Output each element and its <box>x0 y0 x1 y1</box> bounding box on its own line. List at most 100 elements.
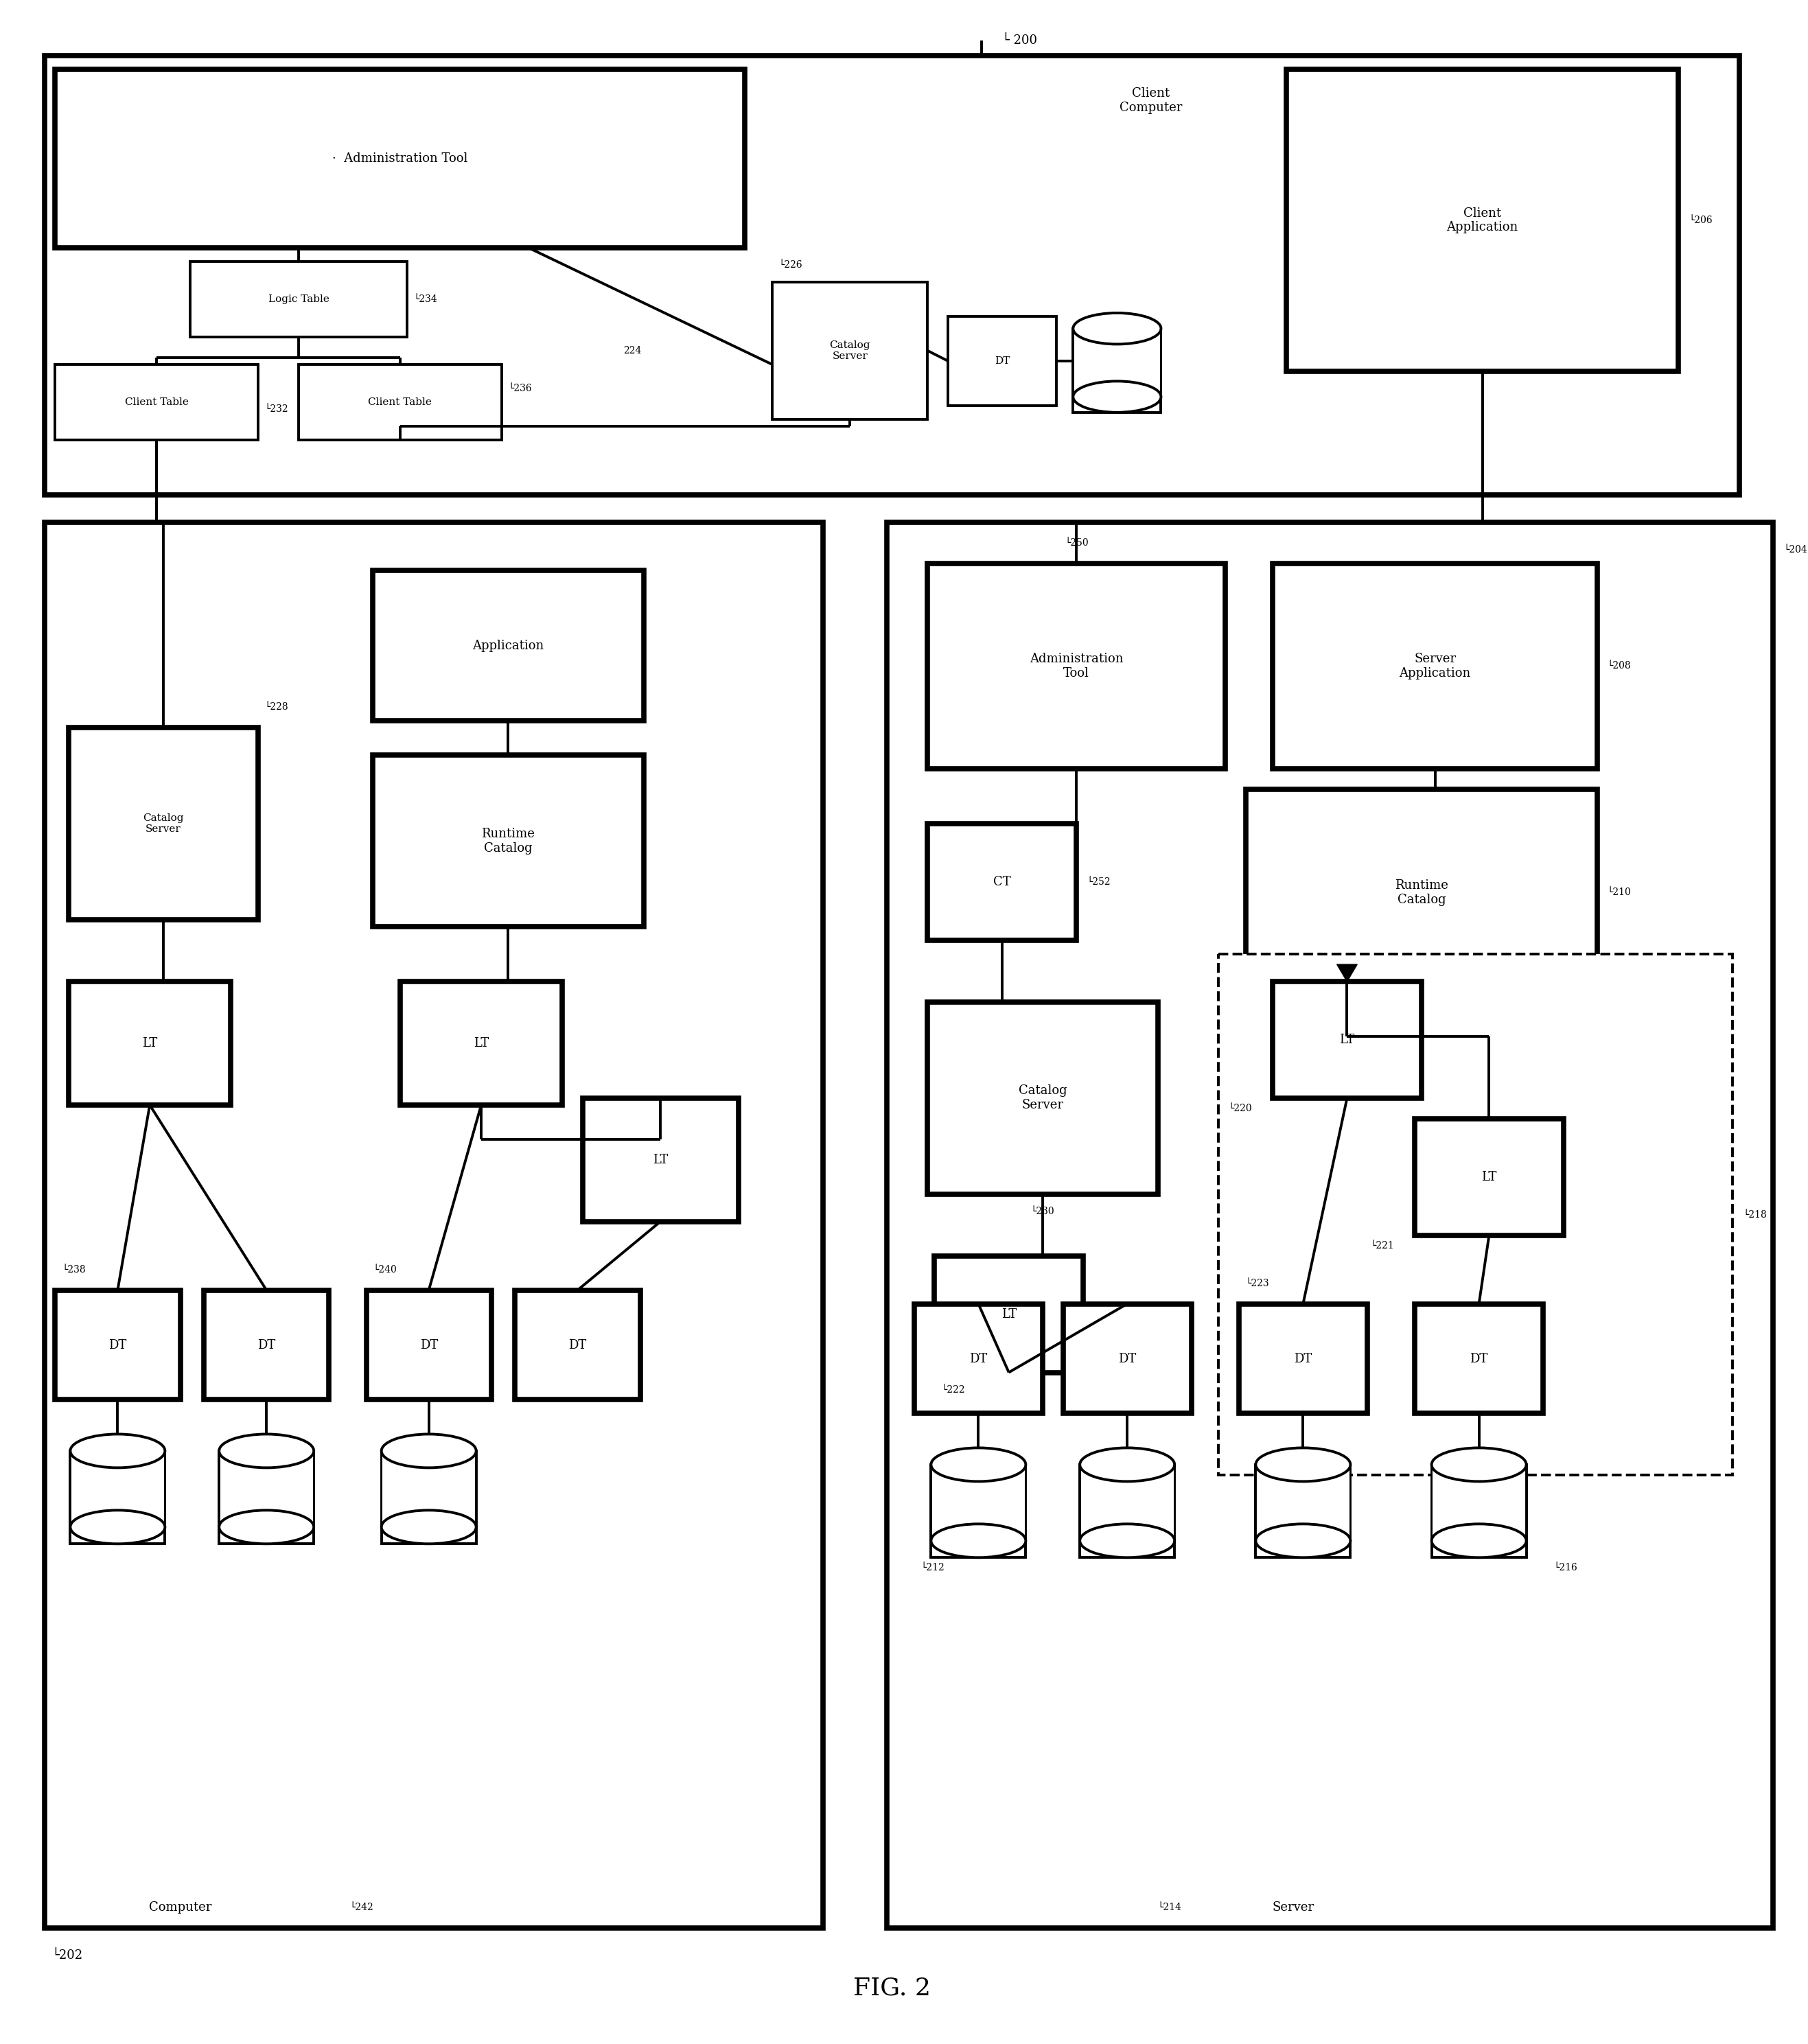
Bar <box>54 69 745 247</box>
Text: DT: DT <box>1470 1353 1488 1365</box>
Ellipse shape <box>71 1435 165 1468</box>
Text: ·  Administration Tool: · Administration Tool <box>333 153 468 166</box>
Text: └ 200: └ 200 <box>1002 35 1038 47</box>
Bar <box>54 1290 181 1400</box>
Bar <box>219 1451 315 1543</box>
Bar <box>1074 329 1161 370</box>
Text: Client Table: Client Table <box>125 397 188 407</box>
Bar <box>947 317 1056 405</box>
Ellipse shape <box>1257 1447 1351 1482</box>
Text: Application: Application <box>472 640 544 652</box>
Bar <box>367 1290 492 1400</box>
Text: Catalog
Server: Catalog Server <box>1018 1085 1067 1112</box>
Text: Server
Application: Server Application <box>1399 652 1470 679</box>
Bar <box>221 1451 313 1527</box>
Bar <box>1257 1466 1349 1541</box>
Bar <box>1257 1466 1349 1511</box>
Ellipse shape <box>1432 1447 1526 1482</box>
Text: Catalog
Server: Catalog Server <box>830 339 870 362</box>
Text: └210: └210 <box>1607 887 1631 897</box>
Text: DT: DT <box>1117 1353 1135 1365</box>
Ellipse shape <box>1079 1525 1175 1558</box>
Ellipse shape <box>71 1511 165 1543</box>
Text: Client
Computer: Client Computer <box>1119 88 1182 114</box>
Ellipse shape <box>381 1435 476 1468</box>
Text: LT: LT <box>474 1036 488 1049</box>
Text: └216: └216 <box>1553 1564 1577 1572</box>
Bar <box>381 1451 476 1527</box>
Bar <box>1219 955 1732 1476</box>
Text: └242: └242 <box>349 1903 372 1911</box>
Ellipse shape <box>1074 380 1161 413</box>
Text: └222: └222 <box>942 1384 965 1394</box>
Polygon shape <box>1336 965 1358 981</box>
Text: └221: └221 <box>1370 1241 1394 1251</box>
Bar <box>928 824 1076 940</box>
Bar <box>1285 69 1678 372</box>
Ellipse shape <box>1257 1525 1351 1558</box>
Text: Runtime
Catalog: Runtime Catalog <box>1394 879 1448 905</box>
Text: └234: └234 <box>414 294 438 305</box>
Ellipse shape <box>219 1435 315 1468</box>
Bar <box>54 364 259 439</box>
Bar <box>204 1290 329 1400</box>
Text: └218: └218 <box>1743 1210 1766 1220</box>
Bar <box>400 981 562 1106</box>
Bar <box>381 1451 476 1498</box>
Ellipse shape <box>931 1525 1025 1558</box>
Bar <box>372 754 644 926</box>
Bar <box>888 521 1774 1927</box>
Text: Administration
Tool: Administration Tool <box>1029 652 1123 679</box>
Bar <box>1432 1466 1526 1511</box>
Text: LT: LT <box>1481 1171 1497 1183</box>
Text: └212: └212 <box>920 1564 946 1572</box>
Bar <box>931 1466 1025 1541</box>
Text: └206: └206 <box>1689 215 1712 225</box>
Bar <box>931 1466 1025 1558</box>
Bar <box>1432 1466 1526 1558</box>
Text: DT: DT <box>994 356 1009 366</box>
Bar <box>298 364 501 439</box>
Bar <box>45 55 1739 495</box>
Text: Logic Table: Logic Table <box>268 294 329 305</box>
Bar <box>515 1290 640 1400</box>
Text: └236: └236 <box>508 384 532 392</box>
Text: └226: └226 <box>779 260 803 270</box>
Bar <box>1074 329 1161 397</box>
Ellipse shape <box>381 1511 476 1543</box>
Text: └228: └228 <box>264 703 289 711</box>
Text: FIG. 2: FIG. 2 <box>853 1977 931 1999</box>
Text: Computer: Computer <box>148 1901 212 1913</box>
Bar <box>71 1451 165 1498</box>
Text: LT: LT <box>143 1036 157 1049</box>
Bar <box>1273 564 1596 769</box>
Text: Server: Server <box>1273 1901 1314 1913</box>
Bar <box>1257 1466 1351 1558</box>
Text: └252: └252 <box>1087 877 1110 887</box>
Text: DT: DT <box>419 1339 438 1351</box>
Text: └220: └220 <box>1229 1104 1253 1114</box>
Bar <box>1414 1118 1564 1235</box>
Bar <box>931 1466 1025 1511</box>
Bar <box>582 1098 738 1222</box>
Bar <box>1074 329 1161 413</box>
Bar <box>1432 1466 1526 1541</box>
Text: └208: └208 <box>1607 662 1631 670</box>
Bar <box>915 1304 1043 1414</box>
Text: 224: 224 <box>624 345 642 356</box>
Text: DT: DT <box>257 1339 275 1351</box>
Ellipse shape <box>931 1447 1025 1482</box>
Text: DT: DT <box>568 1339 586 1351</box>
Text: └214: └214 <box>1157 1903 1182 1911</box>
Bar <box>69 728 259 920</box>
Ellipse shape <box>1432 1525 1526 1558</box>
Bar <box>928 564 1226 769</box>
Text: DT: DT <box>1295 1353 1313 1365</box>
Text: DT: DT <box>969 1353 987 1365</box>
Text: Client
Application: Client Application <box>1446 206 1519 233</box>
Text: LT: LT <box>1340 1034 1354 1047</box>
Bar <box>1238 1304 1367 1414</box>
Text: LT: LT <box>653 1153 669 1165</box>
Text: └232: └232 <box>264 405 289 413</box>
Bar <box>935 1255 1083 1372</box>
